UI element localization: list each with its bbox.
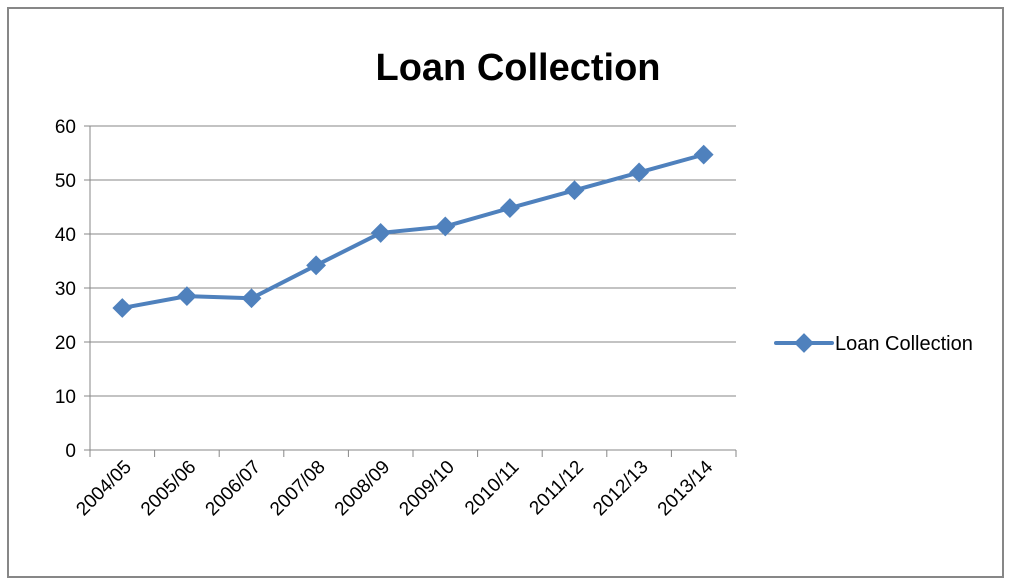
legend-marker — [794, 333, 814, 353]
y-tick-label: 40 — [55, 225, 76, 246]
series-group — [112, 144, 714, 318]
data-point-marker — [306, 255, 326, 276]
x-tick-label: 2011/12 — [526, 457, 588, 519]
legend: Loan Collection — [774, 333, 973, 355]
axes — [89, 126, 737, 457]
x-tick-label: 2005/06 — [137, 457, 200, 520]
data-point-marker — [177, 286, 197, 306]
x-tick-label: 2006/07 — [202, 457, 265, 520]
data-point-marker — [629, 162, 649, 183]
chart-frame — [7, 7, 1004, 578]
y-tick-label: 10 — [55, 387, 76, 408]
data-point-marker — [112, 298, 133, 318]
y-tick-label: 50 — [55, 171, 76, 192]
x-tick-label: 2013/14 — [654, 456, 718, 520]
data-point-marker — [564, 180, 585, 201]
y-tick-label: 60 — [55, 117, 76, 138]
x-tick-labels: 2004/05 2005/06 2006/07 2007/08 2008/09 2009/… — [72, 456, 717, 520]
y-tick-label: 0 — [65, 441, 76, 462]
x-tick-label: 2008/09 — [331, 457, 394, 520]
data-point-marker — [435, 216, 456, 237]
series-line — [121, 152, 705, 310]
legend-label: Loan Collection — [835, 333, 973, 355]
x-tick-label: 2012/13 — [589, 457, 652, 520]
data-point-marker — [693, 144, 714, 165]
chart-title: Loan Collection — [376, 47, 661, 89]
data-point-marker — [370, 223, 391, 243]
x-tick-label: 2010/11 — [461, 457, 523, 519]
data-point-marker — [500, 198, 520, 218]
grid-lines — [84, 125, 736, 451]
data-point-marker — [241, 288, 262, 309]
y-tick-label: 30 — [55, 279, 76, 300]
x-tick-label: 2009/10 — [395, 457, 458, 520]
y-tick-labels: 0 10 20 30 40 50 60 — [55, 117, 76, 462]
y-tick-label: 20 — [55, 333, 76, 354]
x-tick-label: 2004/05 — [72, 457, 135, 520]
x-tick-label: 2007/08 — [266, 457, 329, 520]
